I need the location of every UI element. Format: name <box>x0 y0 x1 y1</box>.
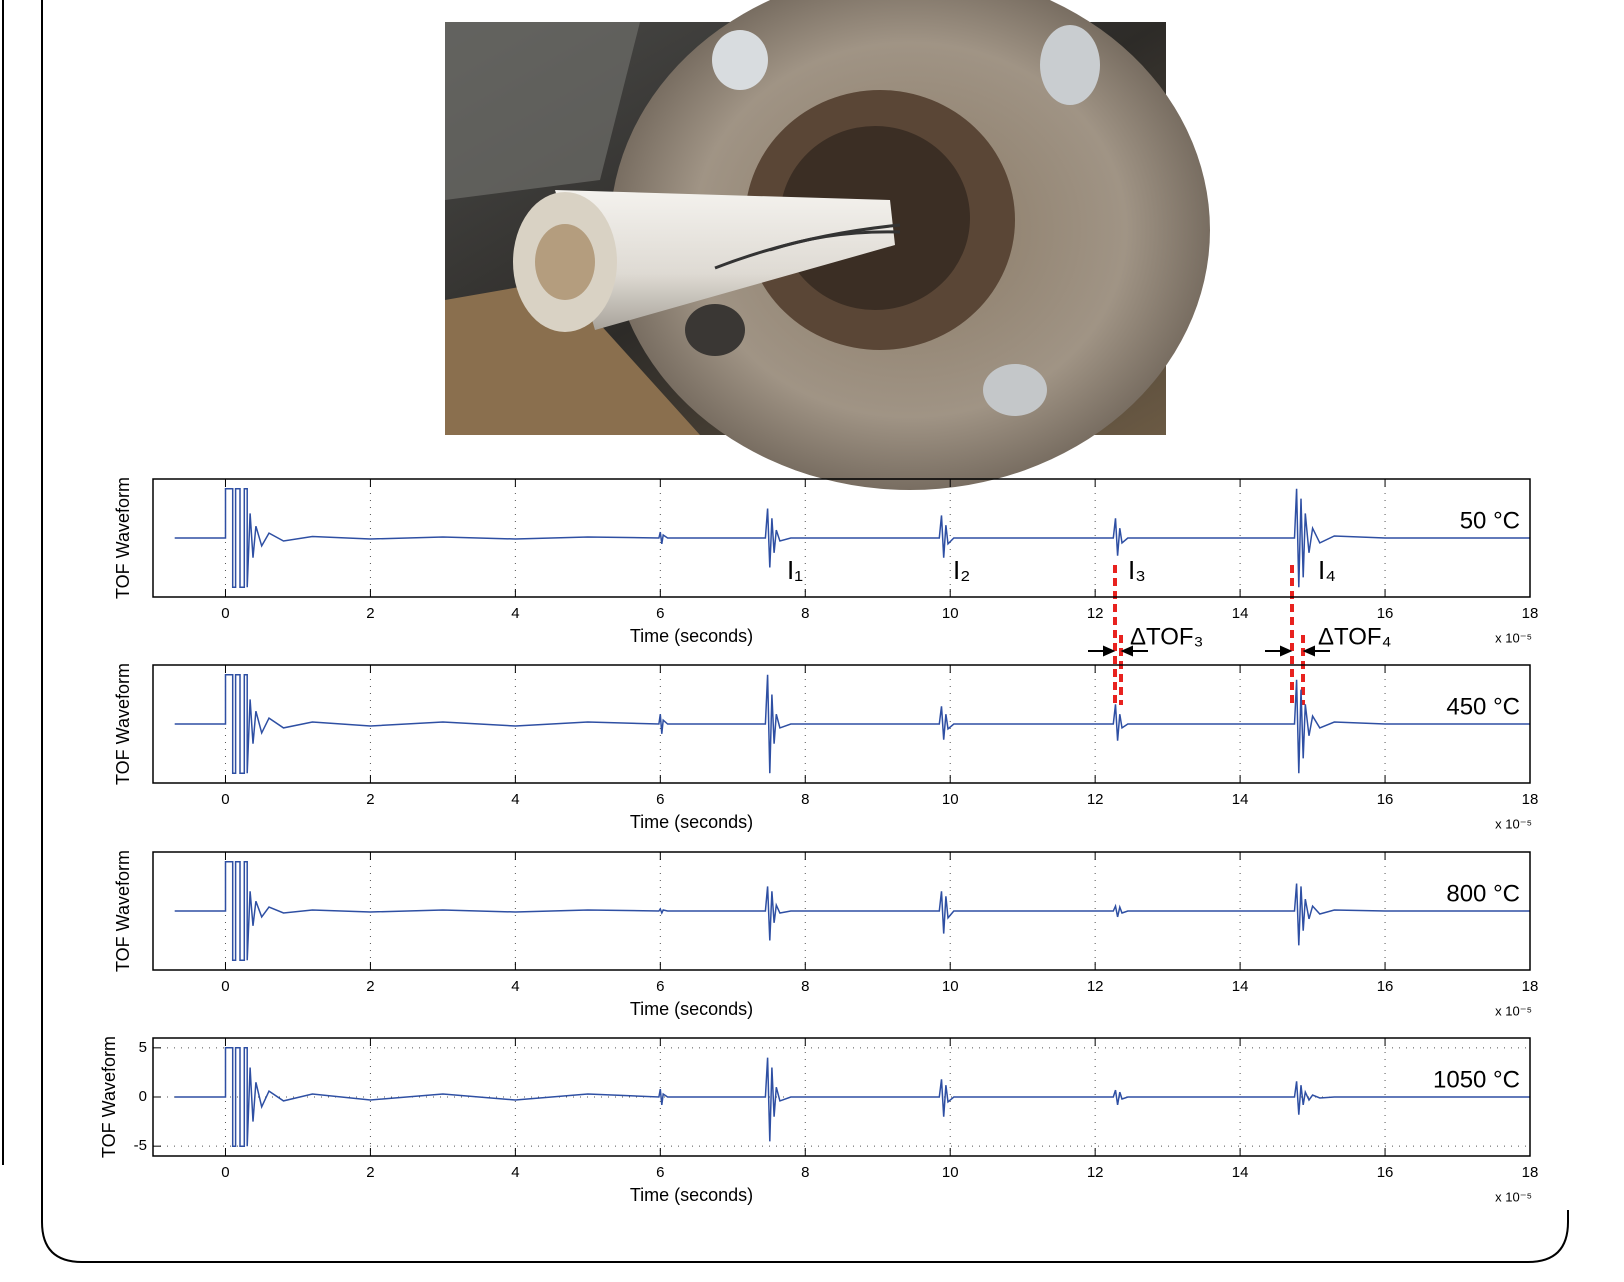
y-axis-label: TOF Waveform <box>99 1036 119 1158</box>
temperature-label: 1050 °C <box>1433 1066 1520 1093</box>
y-tick-label: 0 <box>139 1088 147 1105</box>
x-tick-label: 16 <box>1377 978 1394 995</box>
y-axis-label: TOF Waveform <box>113 477 133 599</box>
x-tick-label: 6 <box>656 791 664 808</box>
x-tick-label: 6 <box>656 605 664 622</box>
x-tick-label: 14 <box>1232 978 1249 995</box>
x-tick-label: 2 <box>366 791 374 808</box>
annotation: ΔTOF₄ <box>1318 623 1391 650</box>
annotation: I₁ <box>787 555 803 585</box>
temperature-label: 800 °C <box>1446 880 1520 907</box>
x-tick-label: 2 <box>366 1164 374 1181</box>
x-tick-label: 10 <box>942 978 959 995</box>
x-tick-label: 18 <box>1522 791 1539 808</box>
waveform <box>175 675 1530 773</box>
x-scale-label: x 10⁻⁵ <box>1495 630 1532 645</box>
x-tick-label: 2 <box>366 605 374 622</box>
y-tick-label: 5 <box>139 1039 147 1056</box>
x-tick-label: 2 <box>366 978 374 995</box>
x-tick-label: 0 <box>221 1164 229 1181</box>
x-tick-label: 14 <box>1232 791 1249 808</box>
x-tick-label: 16 <box>1377 791 1394 808</box>
y-tick-label: -5 <box>134 1137 147 1154</box>
x-scale-label: x 10⁻⁵ <box>1495 816 1532 831</box>
x-tick-label: 4 <box>511 605 519 622</box>
y-axis-label: TOF Waveform <box>113 850 133 972</box>
temperature-label: 450 °C <box>1446 693 1520 720</box>
x-scale-label: x 10⁻⁵ <box>1495 1003 1532 1018</box>
x-axis-label: Time (seconds) <box>630 999 753 1019</box>
figure: 0 2 4 6 8 10 12 14 16 18 Time (seconds) x 10⁻⁵ TOF W… <box>0 0 1624 1277</box>
x-tick-label: 0 <box>221 605 229 622</box>
x-tick-label: 16 <box>1377 605 1394 622</box>
annotation: ΔTOF₃ <box>1130 623 1203 650</box>
x-tick-label: 18 <box>1522 978 1539 995</box>
x-tick-label: 4 <box>511 978 519 995</box>
x-tick-label: 12 <box>1087 1164 1104 1181</box>
x-tick-label: 12 <box>1087 605 1104 622</box>
x-tick-label: 6 <box>656 978 664 995</box>
x-tick-label: 16 <box>1377 1164 1394 1181</box>
annotation: I₄ <box>1318 555 1336 585</box>
x-axis-label: Time (seconds) <box>630 626 753 646</box>
x-tick-label: 4 <box>511 791 519 808</box>
x-axis-label: Time (seconds) <box>630 1185 753 1205</box>
x-tick-label: 8 <box>801 791 809 808</box>
x-tick-label: 10 <box>942 791 959 808</box>
x-tick-label: 18 <box>1522 605 1539 622</box>
y-axis-label: TOF Waveform <box>113 663 133 785</box>
temperature-label: 50 °C <box>1460 507 1520 534</box>
annotation: I₂ <box>953 555 970 585</box>
x-tick-label: 4 <box>511 1164 519 1181</box>
waveform <box>175 862 1530 960</box>
x-tick-label: 8 <box>801 978 809 995</box>
x-tick-label: 18 <box>1522 1164 1539 1181</box>
x-tick-label: 10 <box>942 605 959 622</box>
x-tick-label: 12 <box>1087 978 1104 995</box>
x-axis-label: Time (seconds) <box>630 812 753 832</box>
x-tick-label: 8 <box>801 605 809 622</box>
x-tick-label: 14 <box>1232 605 1249 622</box>
x-scale-label: x 10⁻⁵ <box>1495 1189 1532 1204</box>
x-tick-label: 0 <box>221 791 229 808</box>
x-tick-label: 14 <box>1232 1164 1249 1181</box>
x-tick-label: 12 <box>1087 791 1104 808</box>
x-tick-label: 10 <box>942 1164 959 1181</box>
x-tick-label: 0 <box>221 978 229 995</box>
annotation: I₃ <box>1128 555 1146 585</box>
photo <box>445 0 1210 490</box>
x-tick-label: 6 <box>656 1164 664 1181</box>
x-tick-label: 8 <box>801 1164 809 1181</box>
